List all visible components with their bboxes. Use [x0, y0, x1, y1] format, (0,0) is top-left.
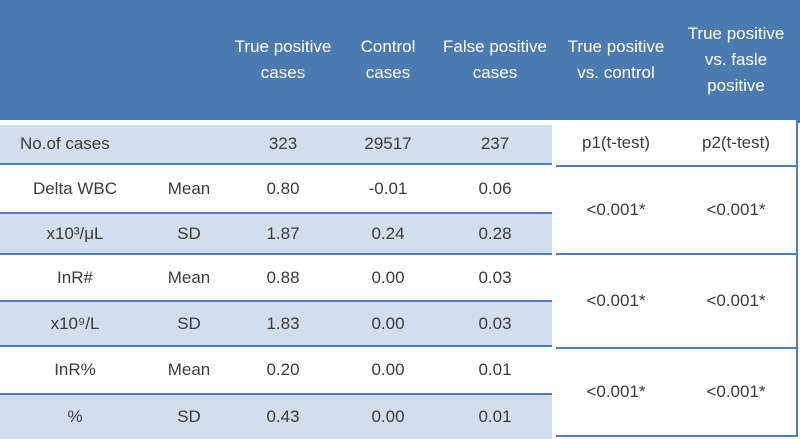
table-row-delta-wbc-sd: x10³/μL SD 1.87 0.24 0.28: [0, 214, 552, 255]
cases-true-positive: 323: [268, 134, 298, 153]
value-control: 0.00: [371, 267, 405, 287]
stat-label-mean: Mean: [167, 178, 211, 198]
cases-control: 29517: [364, 134, 412, 153]
p2-value: <0.001*: [706, 382, 766, 401]
value-true-positive: 1.83: [266, 313, 300, 333]
value-control: -0.01: [368, 178, 408, 198]
p2-test-label: p2(t-test): [701, 132, 771, 152]
stat-label-sd: SD: [177, 407, 201, 426]
p-values-inr-count: <0.001* <0.001*: [556, 255, 796, 349]
value-true-positive: 0.20: [266, 360, 300, 379]
value-control: 0.00: [371, 360, 405, 379]
value-false-positive: 0.28: [478, 223, 512, 243]
row-label-delta-wbc: Delta WBC: [32, 178, 118, 198]
value-false-positive: 0.03: [478, 267, 512, 287]
value-true-positive: 0.80: [266, 178, 300, 198]
table-body: No.of cases 323 29517 237 Delta WBC Mean…: [0, 125, 552, 439]
table-row-inr-count-sd: x10⁹/L SD 1.83 0.00 0.03: [0, 302, 552, 347]
p1-value: <0.001*: [586, 382, 646, 401]
header-tp-vs-control: True positive vs. control: [567, 37, 665, 82]
stat-label-sd: SD: [177, 223, 201, 243]
stat-label-mean: Mean: [167, 267, 211, 287]
p2-value: <0.001*: [706, 291, 766, 310]
header-control-cases: Control cases: [360, 37, 416, 82]
row-label-percent-units: %: [67, 407, 83, 426]
stat-label-sd: SD: [177, 313, 201, 333]
row-label-inr-percent: InR%: [54, 360, 96, 379]
p2-value: <0.001*: [706, 200, 766, 219]
value-false-positive: 0.01: [478, 360, 512, 379]
table-header: True positive cases Control cases False …: [0, 0, 800, 120]
header-tp-vs-false-positive: True positive vs. fasle positive: [687, 24, 785, 95]
table-row-inr-percent-sd: % SD 0.43 0.00 0.01: [0, 395, 552, 439]
row-label-inr-units: x10⁹/L: [50, 313, 100, 333]
table-row-no-of-cases: No.of cases 323 29517 237: [0, 125, 552, 165]
row-label-no-of-cases: No.of cases: [20, 134, 110, 153]
table-row-inr-count-mean: InR# Mean 0.88 0.00 0.03: [0, 255, 552, 302]
row-label-inr-count: InR#: [57, 267, 93, 287]
header-false-positive-cases: False positive cases: [443, 37, 547, 82]
value-true-positive: 1.87: [266, 223, 300, 243]
value-control: 0.00: [371, 407, 405, 426]
p-test-label-row: p1(t-test) p2(t-test): [556, 120, 796, 167]
p-values-delta-wbc: <0.001* <0.001*: [556, 167, 796, 255]
value-true-positive: 0.88: [266, 267, 300, 287]
row-label-wbc-units: x10³/μL: [46, 223, 104, 243]
value-false-positive: 0.01: [478, 407, 512, 426]
p1-value: <0.001*: [586, 291, 646, 310]
table-row-delta-wbc-mean: Delta WBC Mean 0.80 -0.01 0.06: [0, 165, 552, 214]
p-values-inr-percent: <0.001* <0.001*: [556, 349, 796, 435]
value-false-positive: 0.03: [478, 313, 512, 333]
value-control: 0.24: [371, 223, 405, 243]
stat-label-empty: [150, 125, 228, 163]
table-row-inr-percent-mean: InR% Mean 0.20 0.00 0.01: [0, 347, 552, 395]
value-false-positive: 0.06: [478, 178, 512, 198]
p1-test-label: p1(t-test): [581, 132, 651, 152]
p1-value: <0.001*: [586, 200, 646, 219]
value-true-positive: 0.43: [266, 407, 300, 426]
header-true-positive-cases: True positive cases: [234, 37, 332, 82]
stat-label-mean: Mean: [167, 360, 211, 379]
cases-false-positive: 237: [480, 134, 510, 153]
value-control: 0.00: [371, 313, 405, 333]
p-value-panel: p1(t-test) p2(t-test) <0.001* <0.001* <0…: [556, 120, 798, 437]
